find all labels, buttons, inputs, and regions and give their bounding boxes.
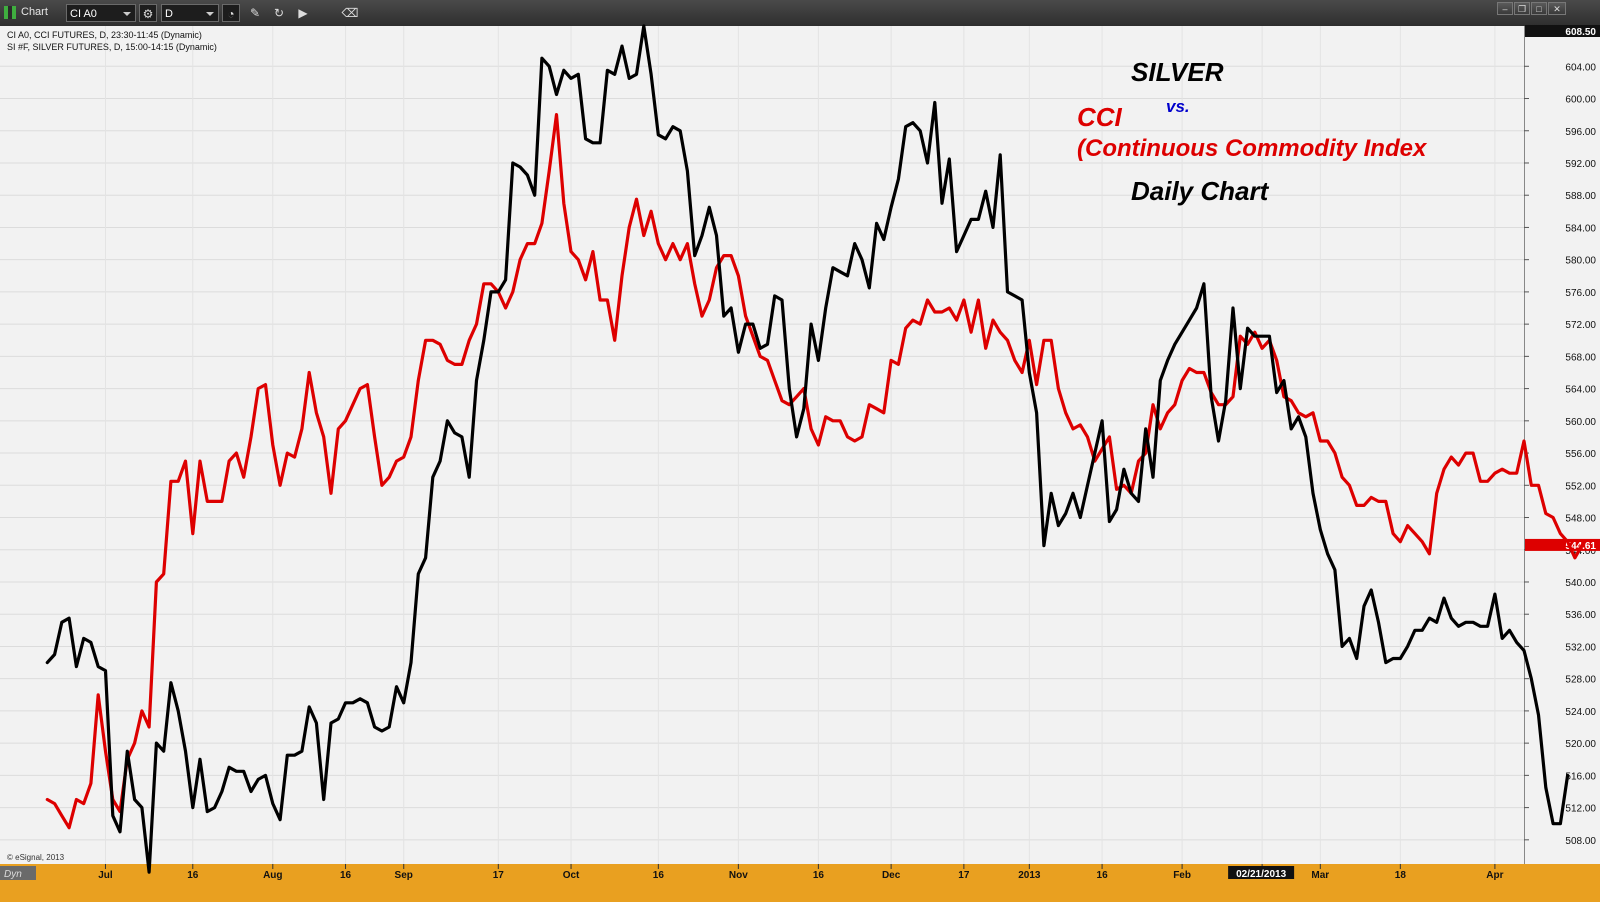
y-tick-label: 600.00 [1565,95,1596,106]
y-tick-label: 592.00 [1565,159,1596,170]
y-tick-label: 556.00 [1565,449,1596,460]
chart-app-icon [4,6,16,19]
x-tick-label: 16 [187,870,199,881]
y-tick-label: 588.00 [1565,191,1596,202]
chart-plot-area[interactable] [0,26,1524,864]
x-tick-label: Nov [729,870,748,881]
x-tick-label: 16 [653,870,665,881]
symbol-combo[interactable]: CI A0 [66,4,136,22]
y-tick-label: 576.00 [1565,288,1596,299]
play-icon[interactable]: ▶ [298,6,308,20]
y-tick-label: 532.00 [1565,642,1596,653]
x-tick-label: Aug [263,870,282,881]
window-title: Chart [21,6,48,18]
x-tick-label: Jul [98,870,113,881]
y-tick-label: 560.00 [1565,417,1596,428]
minimize-button[interactable]: – [1497,2,1513,15]
interval-value: D [165,8,173,20]
x-tick-label: Sep [395,870,413,881]
annotation-silver: SILVER [1131,57,1224,87]
y-tick-label: 540.00 [1565,578,1596,589]
x-tick-label: Feb [1173,870,1191,881]
y-tick-label: 516.00 [1565,771,1596,782]
window-titlebar: Chart CI A0 ⚙ D ◔ ✎ ↻ ▶ ⌫ – ❐ □ ✕ [0,0,1600,27]
x-tick-label: Oct [563,870,580,881]
x-tick-label: 02/21/2013 [1236,869,1286,880]
refresh-icon[interactable]: ↻ [273,6,285,20]
x-tick-label: 16 [340,870,352,881]
cursor-icon[interactable]: ◔ [222,4,240,22]
maximize-button[interactable]: □ [1531,2,1547,15]
x-tick-label: Dec [882,870,901,881]
time-axis[interactable] [0,864,1600,902]
series-info-cci: CI A0, CCI FUTURES, D, 23:30-11:45 (Dyna… [7,30,202,40]
annotation-cci-full: (Continuous Commodity Index [1077,135,1428,162]
dyn-box [0,866,36,880]
chevron-down-icon [206,12,214,16]
cci-series-line [45,112,1584,830]
y-tick-label: 536.00 [1565,610,1596,621]
y-tick-label: 564.00 [1565,385,1596,396]
x-cursor-date-box [1228,866,1295,879]
symbol-value: CI A0 [70,8,97,20]
x-tick-label: 18 [1395,870,1407,881]
y-tick-label: 584.00 [1565,223,1596,234]
y-tick-label: 568.00 [1565,352,1596,363]
x-tick-label: 17 [493,870,505,881]
close-button[interactable]: ✕ [1548,2,1566,15]
interval-combo[interactable]: D [161,4,219,22]
pencil-icon[interactable]: ✎ [249,6,261,20]
annotation-cci: CCI [1077,102,1123,132]
y-tick-label: 520.00 [1565,739,1596,750]
x-tick-label: 16 [1097,870,1109,881]
settings-icon[interactable]: ⚙ [139,4,157,22]
top-price-box [1525,25,1600,37]
x-tick-label: 16 [813,870,825,881]
x-tick-label: Apr [1486,870,1503,881]
x-tick-label: 17 [958,870,970,881]
restore-button[interactable]: ❐ [1514,2,1530,15]
y-tick-label: 580.00 [1565,256,1596,267]
annotation-vs: vs. [1166,97,1190,116]
y-tick-label: 508.00 [1565,836,1596,847]
y-tick-label: 604.00 [1565,62,1596,73]
series-info-silver: SI #F, SILVER FUTURES, D, 15:00-14:15 (D… [7,42,217,52]
annotation-daily: Daily Chart [1131,176,1270,206]
y-tick-label: 512.00 [1565,804,1596,815]
y-tick-label: 528.00 [1565,675,1596,686]
eraser-icon[interactable]: ⌫ [341,6,359,20]
y-tick-label: 552.00 [1565,481,1596,492]
dyn-label: Dyn [4,869,22,880]
x-tick-label: Mar [1311,870,1329,881]
y-tick-label: 572.00 [1565,320,1596,331]
silver-series-line [45,24,1570,874]
price-axis[interactable] [1524,26,1600,864]
y-tick-label: 544.00 [1565,546,1596,557]
y-tick-label: 548.00 [1565,514,1596,525]
y-tick-label: 524.00 [1565,707,1596,718]
chevron-down-icon [123,12,131,16]
y-tick-label: 596.00 [1565,127,1596,138]
x-tick-label: 2013 [1018,870,1041,881]
copyright-text: © eSignal, 2013 [7,853,65,862]
top-price-label: 608.50 [1565,27,1596,38]
